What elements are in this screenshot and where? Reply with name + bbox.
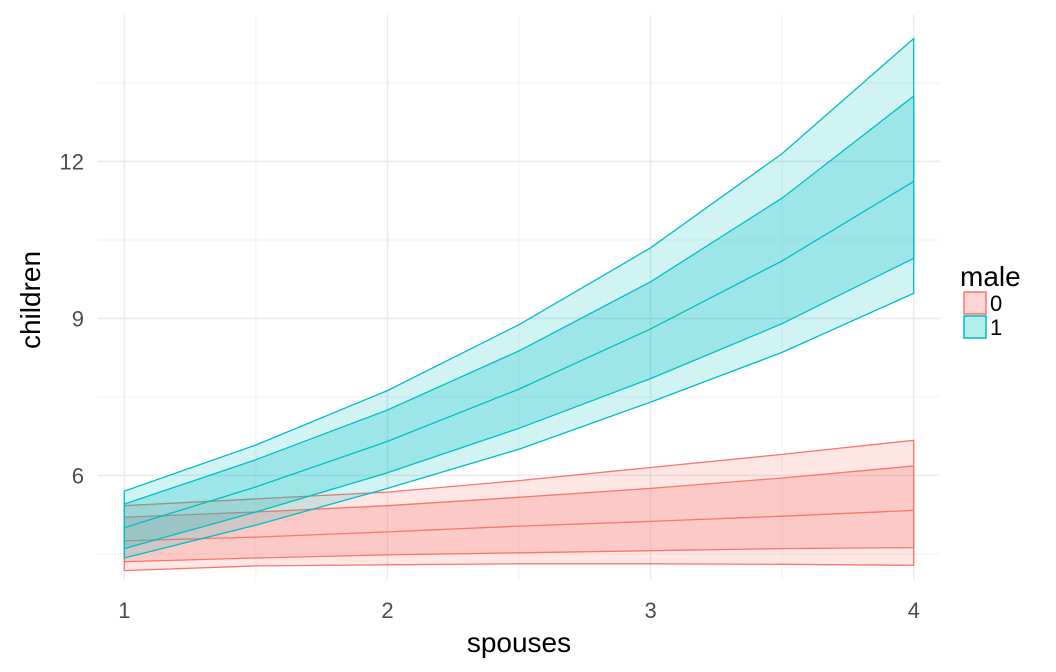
y-axis-title: children	[15, 251, 46, 349]
y-tick-label: 9	[72, 306, 84, 331]
x-tick-label: 3	[644, 598, 656, 623]
inner-band	[123, 94, 915, 550]
legend-key	[963, 315, 987, 339]
inner-band	[123, 465, 915, 563]
legend-title: male	[960, 261, 1021, 292]
mean-line	[124, 509, 914, 542]
series-0	[123, 439, 915, 572]
series-1	[123, 37, 915, 559]
legend-item-0: 0	[963, 291, 1002, 316]
bands	[123, 37, 915, 572]
x-axis-title: spouses	[467, 627, 571, 658]
legend: male 01	[960, 261, 1021, 340]
x-tick-label: 4	[908, 598, 920, 623]
x-tick-label: 1	[118, 598, 130, 623]
mean-line	[124, 180, 915, 529]
legend-label: 0	[990, 291, 1002, 316]
x-tick-label: 2	[381, 598, 393, 623]
legend-key	[963, 291, 987, 315]
legend-item-1: 1	[963, 315, 1002, 340]
y-tick-label: 6	[72, 463, 84, 488]
legend-label: 1	[990, 315, 1002, 340]
outer-band	[123, 37, 915, 559]
outer-band	[123, 439, 915, 572]
y-tick-label: 12	[60, 149, 84, 174]
